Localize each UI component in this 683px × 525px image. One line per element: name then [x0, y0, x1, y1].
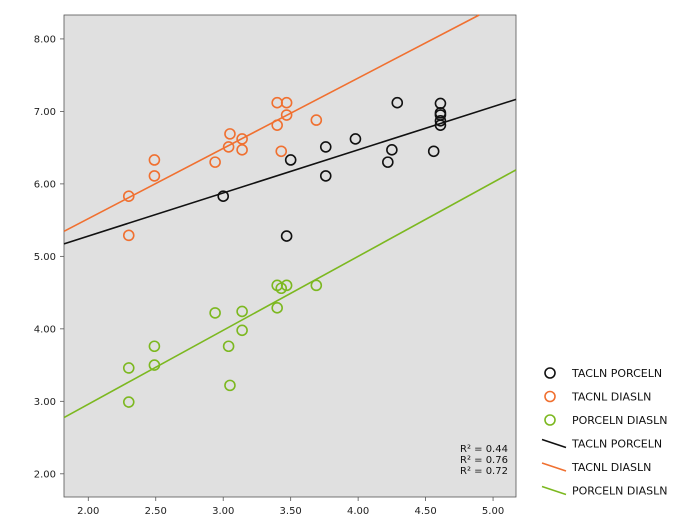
- y-tick-label: 6.00: [34, 179, 56, 190]
- point-series1-4: [319, 141, 332, 153]
- point-series3-7: [224, 379, 236, 392]
- point-series2-8: [236, 144, 248, 156]
- y-tick-label: 4.00: [34, 324, 56, 335]
- point-series3-4: [148, 359, 161, 371]
- r-squared-label-1: R² = 0.44: [460, 444, 508, 455]
- point-series2-3: [148, 154, 161, 166]
- legend-line-3: [541, 485, 567, 496]
- point-series1-3: [284, 154, 297, 166]
- legend-marker-1: [544, 367, 556, 379]
- legend-line-2: [541, 462, 567, 472]
- point-series1-8: [386, 144, 398, 156]
- point-series2-14: [280, 96, 293, 109]
- point-series3-5: [209, 307, 221, 319]
- legend-label-3: PORCELN DIASLN: [572, 414, 667, 427]
- point-series2-5: [209, 156, 221, 168]
- point-series1-10: [427, 145, 440, 158]
- point-series2-10: [271, 119, 283, 131]
- point-series2-13: [280, 109, 293, 121]
- point-series1-6: [349, 133, 362, 145]
- x-axis: 2.00 2.50 3.00 3.50 4.00 4.50 5.00: [77, 497, 504, 517]
- point-series1-5: [319, 170, 332, 182]
- x-tick-label: 5.00: [482, 506, 504, 517]
- x-tick-label: 4.00: [347, 506, 369, 517]
- legend-fit-label-3: PORCELN DIASLN: [572, 485, 667, 498]
- legend-marker-2: [544, 390, 556, 403]
- point-series2-15: [310, 114, 323, 126]
- x-tick-label: 3.50: [280, 506, 302, 517]
- fit-line-1: [63, 98, 517, 245]
- y-tick-label: 5.00: [34, 252, 56, 263]
- r-squared-label-2: R² = 0.76: [460, 455, 508, 466]
- data-points: [122, 96, 447, 408]
- point-series2-4: [148, 170, 161, 182]
- point-series1-9: [391, 96, 404, 109]
- x-tick-label: 2.00: [77, 506, 99, 517]
- point-series3-3: [148, 340, 161, 353]
- x-tick-label: 3.00: [212, 506, 234, 517]
- legend-line-1: [541, 438, 567, 449]
- point-series3-14: [310, 279, 323, 292]
- point-series1-2: [280, 230, 293, 242]
- point-series2-12: [275, 145, 288, 158]
- point-series3-13: [280, 279, 293, 292]
- y-tick-label: 2.00: [34, 469, 56, 480]
- x-tick-label: 4.50: [414, 506, 436, 517]
- point-series3-10: [271, 302, 283, 314]
- point-series1-15: [434, 97, 447, 110]
- plot-area: [63, 14, 517, 498]
- y-tick-label: 7.00: [34, 107, 56, 118]
- y-axis: 2.00 3.00 4.00 5.00 6.00 7.00 8.00: [34, 34, 64, 480]
- x-tick-label: 2.50: [145, 506, 167, 517]
- point-series2-1: [122, 190, 135, 203]
- y-tick-label: 8.00: [34, 34, 56, 45]
- fit-line-3: [63, 169, 517, 419]
- point-series3-2: [122, 396, 135, 408]
- point-series1-7: [382, 156, 394, 168]
- point-series3-9: [236, 324, 248, 337]
- legend-label-1: TACLN PORCELN: [571, 367, 662, 380]
- legend-marker-3: [544, 414, 556, 426]
- point-series2-6: [222, 141, 235, 153]
- point-series1-12: [434, 115, 447, 127]
- legend-fit-label-1: TACLN PORCELN: [571, 438, 662, 451]
- legend-fit-label-2: TACNL DIASLN: [571, 461, 651, 474]
- legend-label-2: TACNL DIASLN: [571, 391, 651, 404]
- point-series2-2: [122, 229, 135, 242]
- point-series2-7: [224, 128, 236, 140]
- point-series3-8: [236, 305, 248, 318]
- point-series2-9: [236, 133, 248, 145]
- y-tick-label: 3.00: [34, 397, 56, 408]
- legend: TACLN PORCELN TACNL DIASLN PORCELN DIASLN T…: [541, 367, 667, 498]
- point-series3-6: [222, 340, 235, 353]
- r-squared-label-3: R² = 0.72: [460, 466, 508, 477]
- point-series3-1: [122, 362, 135, 374]
- point-series1-1: [217, 190, 230, 203]
